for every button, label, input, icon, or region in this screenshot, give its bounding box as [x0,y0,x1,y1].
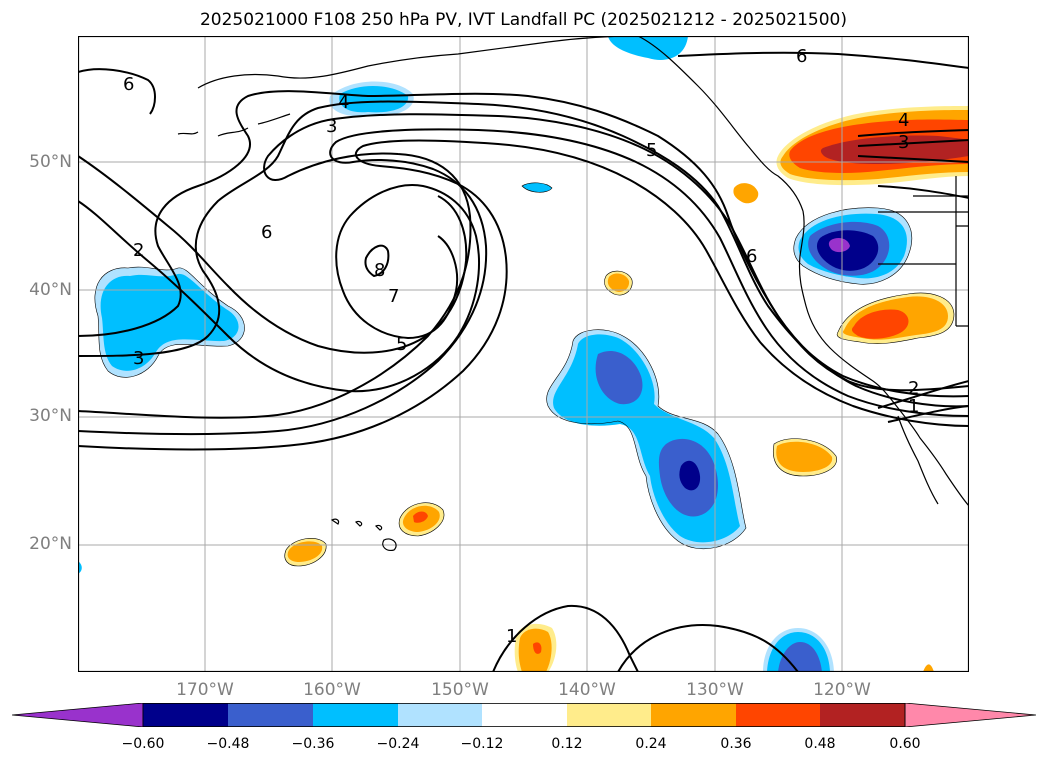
lat-label-20n: 20°N [29,534,72,554]
colorbar-bin [567,703,651,727]
contour-label: 6 [746,246,757,267]
colorbar-bin [143,703,228,727]
contour-label: 3 [898,132,909,153]
colorbar-tick: 0.48 [804,736,836,752]
map-panel: 6 4 3 2 3 6 8 7 5 5 6 6 4 3 2 1 1 [78,36,969,672]
positive-anomaly-shading [284,106,969,672]
lon-label-170w: 170°W [176,680,234,700]
colorbar-tick: 0.36 [720,736,752,752]
map-frame [78,36,969,672]
colorbar-tick: −0.36 [291,736,335,752]
coastlines [177,36,969,551]
colorbar-tick: −0.48 [206,736,250,752]
lat-label-50n: 50°N [29,152,72,172]
contour-label: 5 [396,334,407,355]
contour-label: 4 [898,110,909,131]
colorbar-bin [736,703,820,727]
contour-label: 2 [908,378,919,399]
contour-label: 2 [133,240,144,261]
colorbar-bin [820,703,905,727]
colorbar-tick: 0.60 [889,736,921,752]
colorbar-bin [313,703,398,727]
colorbar-tick: 0.12 [551,736,583,752]
contour-label: 6 [123,74,134,95]
colorbar [12,703,1036,727]
contour-label: 3 [326,116,337,137]
contour-label: 1 [506,626,517,647]
pv-contours [78,51,969,672]
colorbar-over [904,703,1036,727]
colorbar-bin [398,703,482,727]
lon-label-120w: 120°W [813,680,871,700]
contour-label: 7 [388,286,399,307]
lon-label-150w: 150°W [431,680,489,700]
contour-label: 5 [646,140,657,161]
lat-label-40n: 40°N [29,280,72,300]
contour-labels: 6 4 3 2 3 6 8 7 5 5 6 6 4 3 2 1 1 [123,46,919,647]
colorbar-tick: −0.12 [460,736,504,752]
lon-label-140w: 140°W [558,680,616,700]
colorbar-bin [228,703,313,727]
contour-label: 1 [908,396,919,417]
colorbar-bin [651,703,736,727]
map-title: 2025021000 F108 250 hPa PV, IVT Landfall… [199,10,847,30]
lon-label-160w: 160°W [303,680,361,700]
contour-label: 6 [261,222,272,243]
contour-label: 8 [374,260,385,281]
lon-label-130w: 130°W [686,680,744,700]
colorbar-tick: −0.60 [121,736,165,752]
colorbar-bin [482,703,567,727]
colorbar-under [12,703,144,727]
negative-anomaly-shading [78,36,912,672]
contour-label: 4 [338,92,349,113]
contour-label: 3 [133,348,144,369]
map-canvas: 6 4 3 2 3 6 8 7 5 5 6 6 4 3 2 1 1 [78,36,969,672]
lat-label-30n: 30°N [29,406,72,426]
contour-label: 6 [796,46,807,67]
colorbar-tick: −0.24 [376,736,420,752]
colorbar-tick: 0.24 [635,736,667,752]
